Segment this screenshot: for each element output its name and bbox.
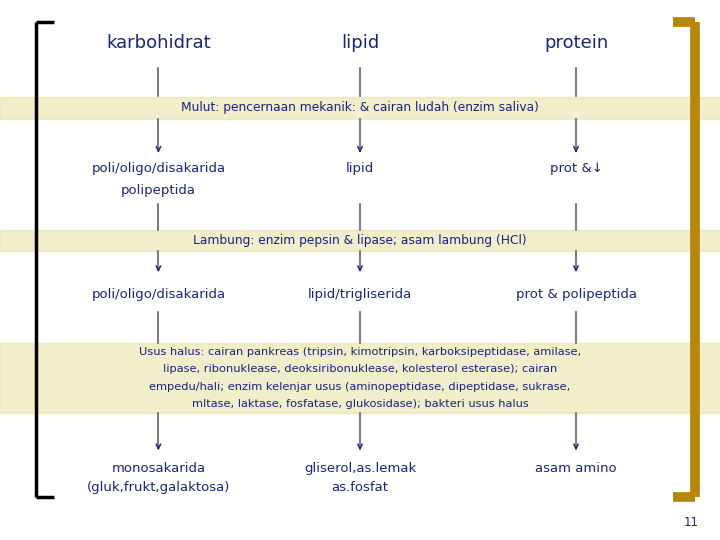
Text: mltase, laktase, fosfatase, glukosidase); bakteri usus halus: mltase, laktase, fosfatase, glukosidase)… (192, 399, 528, 409)
Text: protein: protein (544, 34, 608, 52)
Text: karbohidrat: karbohidrat (106, 34, 211, 52)
Bar (0, 230, 720, 251)
Text: poli/oligo/disakarida: poli/oligo/disakarida (91, 162, 225, 175)
Text: prot & polipeptida: prot & polipeptida (516, 288, 636, 301)
Text: gliserol,as.lemak: gliserol,as.lemak (304, 462, 416, 475)
Text: lipid: lipid (346, 162, 374, 175)
Text: asam amino: asam amino (535, 462, 617, 475)
Bar (0, 97, 720, 119)
Text: poli/oligo/disakarida: poli/oligo/disakarida (91, 288, 225, 301)
Text: prot &↓: prot &↓ (549, 162, 603, 175)
Text: lipase, ribonuklease, deoksiribonuklease, kolesterol esterase); cairan: lipase, ribonuklease, deoksiribonuklease… (163, 364, 557, 374)
Text: Mulut: pencernaan mekanik: & cairan ludah (enzim saliva): Mulut: pencernaan mekanik: & cairan luda… (181, 102, 539, 114)
Text: (gluk,frukt,galaktosa): (gluk,frukt,galaktosa) (86, 481, 230, 494)
Text: Lambung: enzim pepsin & lipase; asam lambung (HCl): Lambung: enzim pepsin & lipase; asam lam… (193, 234, 527, 247)
Text: lipid: lipid (341, 34, 379, 52)
Text: 11: 11 (683, 516, 698, 529)
Text: empedu/hali; enzim kelenjar usus (aminopeptidase, dipeptidase, sukrase,: empedu/hali; enzim kelenjar usus (aminop… (149, 382, 571, 392)
Text: as.fosfat: as.fosfat (331, 481, 389, 494)
Text: lipid/trigliserida: lipid/trigliserida (308, 288, 412, 301)
Text: polipeptida: polipeptida (121, 184, 196, 197)
Text: Usus halus: cairan pankreas (tripsin, kimotripsin, karboksipeptidase, amilase,: Usus halus: cairan pankreas (tripsin, ki… (139, 347, 581, 357)
Text: monosakarida: monosakarida (112, 462, 205, 475)
Bar (0, 343, 720, 413)
